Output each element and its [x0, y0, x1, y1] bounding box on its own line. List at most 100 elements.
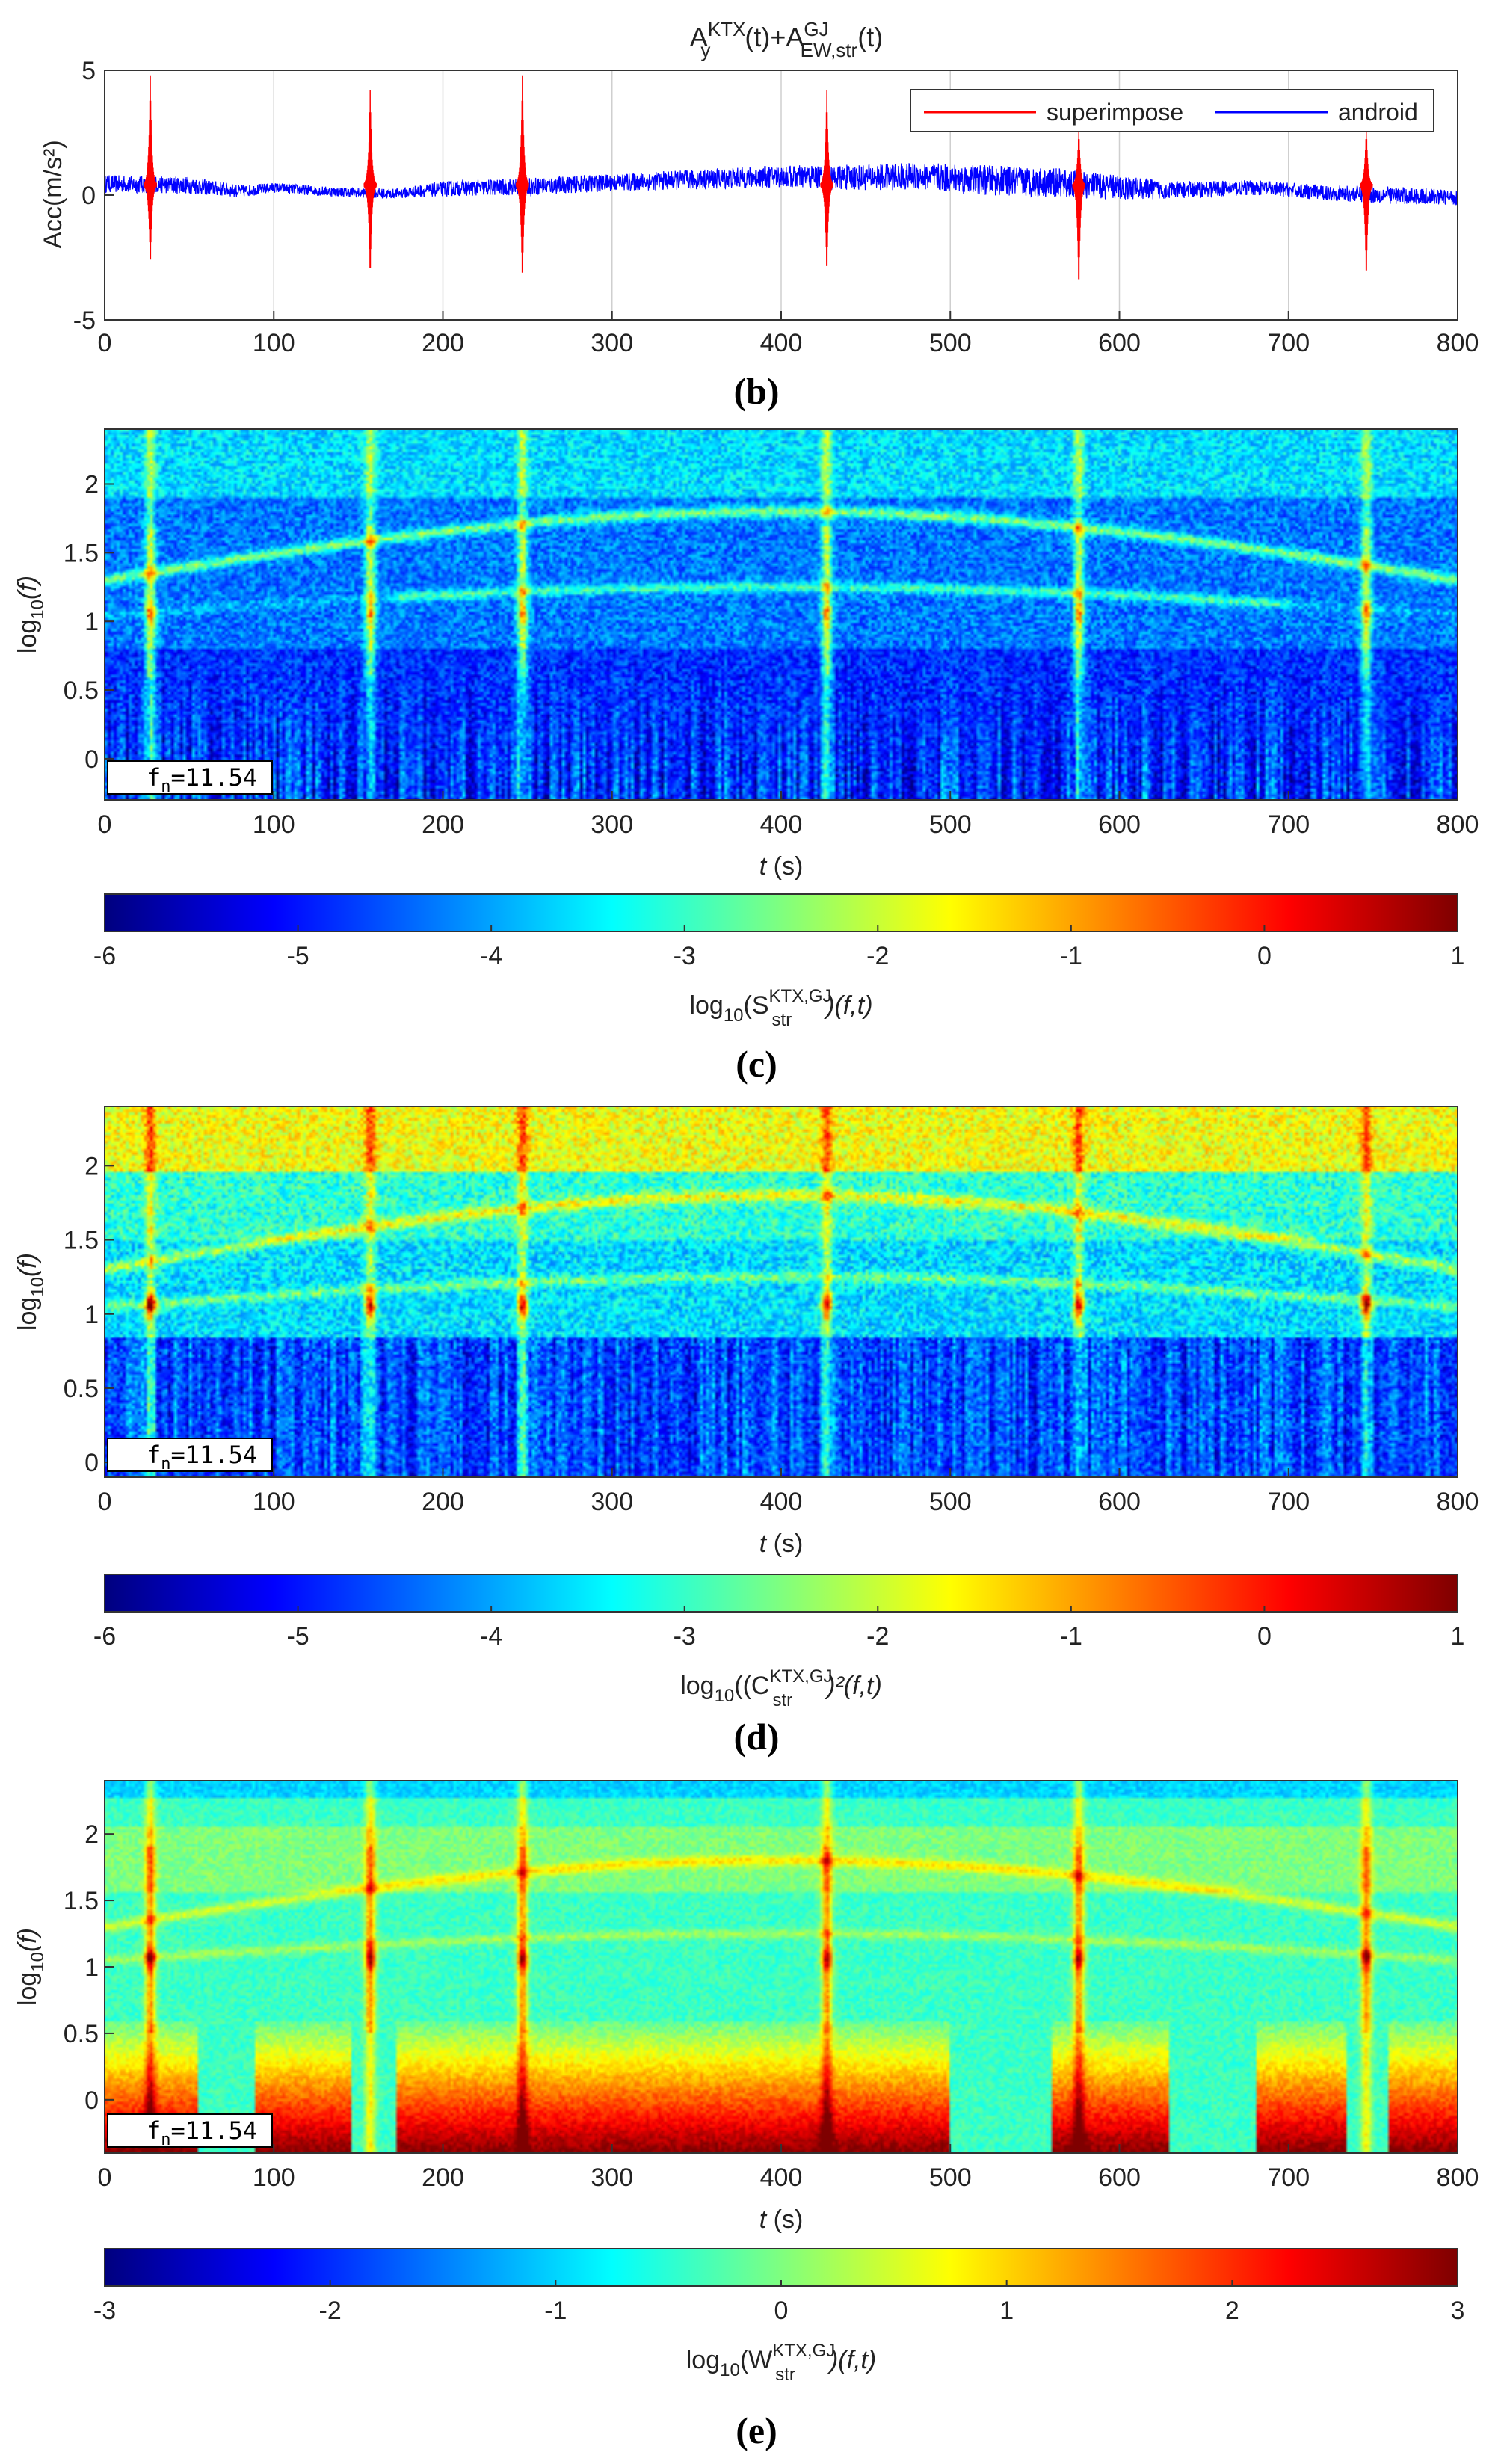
x-tick-label: 500 [929, 810, 972, 839]
colorbar-tick-label: -4 [480, 1622, 502, 1651]
x-tick-label: 100 [253, 2163, 295, 2192]
y-tick-label: 1 [84, 1953, 99, 1982]
x-tick-label: 300 [591, 2163, 633, 2192]
x-tick-label: 500 [929, 2163, 972, 2192]
y-tick-label: 0 [81, 182, 96, 210]
y-tick-label: 5 [81, 57, 96, 85]
y-tick-label: 1 [84, 608, 99, 636]
y-label-sub: 10 [28, 1952, 48, 1972]
x-tick-label: 300 [591, 1488, 633, 1516]
fn-annotation-label: fn=11.54 [147, 763, 257, 796]
x-tick-label: 700 [1267, 329, 1310, 357]
panel-b-acceleration-plot: AKTX y (t)+AGJ EW,str(t) 0 100 200 300 400 500 60… [39, 18, 1479, 412]
x-tick-label: 700 [1267, 1488, 1310, 1516]
x-label-var: t [759, 1530, 768, 1558]
colorbar-tick-label: -2 [866, 1622, 889, 1651]
x-axis-label: t (s) [759, 1530, 804, 1558]
legend-label-superimpose: superimpose [1047, 99, 1183, 126]
colorbar-tick-label: -1 [1060, 1622, 1082, 1651]
y-label-part: log [13, 620, 42, 653]
colorbar-tick-label: -5 [286, 1622, 309, 1651]
x-tick-label: 0 [98, 1488, 112, 1516]
x-label-unit: (s) [766, 2205, 803, 2234]
colorbar-tick-label: 0 [1257, 942, 1272, 970]
x-tick-label: 400 [760, 1488, 803, 1516]
y-tick-label: 0 [84, 2086, 99, 2115]
x-tick-label: 200 [422, 1488, 464, 1516]
y-tick-label: 0.5 [64, 2020, 99, 2048]
colorbar-tick-label: -3 [674, 1622, 696, 1651]
x-tick-label: 600 [1098, 810, 1141, 839]
x-axis-label: t (s) [759, 2205, 804, 2234]
y-tick-label: 1 [84, 1301, 99, 1329]
x-tick-label: 200 [422, 810, 464, 839]
panel-e-ratio-spectrogram: 0 100 200 300 400 500 600 700 80000.511.52log10(… [13, 1780, 1479, 2451]
y-tick-label: 1.5 [64, 1227, 99, 1255]
x-label-unit: (s) [766, 852, 803, 881]
colorbar-tick-label: -3 [674, 942, 696, 970]
panel-b-title: AKTX y (t)+AGJ EW,str(t) [690, 18, 883, 61]
x-label-var: t [759, 2205, 768, 2234]
y-label-sub: 10 [28, 600, 48, 620]
panel-caption: (e) [736, 2409, 777, 2451]
x-label-unit: (s) [766, 1530, 803, 1558]
x-axis-label: t (s) [759, 852, 804, 881]
fn-annotation-label: fn=11.54 [147, 1441, 257, 1473]
colorbar-tick-label: -1 [1060, 942, 1082, 970]
x-tick-label: 800 [1437, 810, 1479, 839]
colorbar-tick-label: 1 [999, 2297, 1014, 2325]
fn-annotation-box [107, 1438, 273, 1472]
x-tick-label: 300 [591, 329, 633, 357]
x-tick-label: 800 [1437, 2163, 1479, 2192]
superimpose-spike [516, 75, 529, 273]
y-tick-label: 1.5 [64, 1887, 99, 1915]
x-tick-label: 200 [422, 2163, 464, 2192]
heatmap-image [105, 1781, 1458, 2153]
colorbar-tick-label: -5 [286, 942, 309, 970]
colorbar-tick-label: -1 [544, 2297, 567, 2325]
x-tick-label: 0 [98, 810, 112, 839]
x-tick-label: 800 [1437, 1488, 1479, 1516]
y-label-part: (f) [13, 1253, 42, 1277]
colorbar-tick-label: -6 [93, 1622, 116, 1651]
colorbar-label: log10((CKTX,GJ str)²(f,t) [680, 1666, 882, 1710]
colorbar-tick-label: 1 [1451, 1622, 1465, 1651]
colorbar-tick-label: -2 [319, 2297, 342, 2325]
heatmap-image [105, 429, 1458, 800]
x-tick-label: 400 [760, 329, 803, 357]
colorbar-tick-label: 2 [1225, 2297, 1239, 2325]
fn-annotation-box [107, 2113, 273, 2148]
colorbar-label: log10(SKTX,GJ str)(f,t) [689, 986, 872, 1030]
superimpose-spike [144, 75, 157, 260]
series-android-line [104, 163, 1458, 206]
x-tick-label: 100 [253, 329, 295, 357]
y-axis-label: log10(f) [13, 1253, 48, 1331]
colorbar-tick-label: -3 [93, 2297, 116, 2325]
legend-label-android: android [1338, 99, 1418, 126]
colorbar [104, 893, 1458, 932]
y-axis-label: log10(f) [13, 1928, 48, 2006]
x-tick-label: 600 [1098, 329, 1141, 357]
x-tick-label: 0 [98, 329, 112, 357]
superimpose-spike [820, 90, 833, 266]
panel-d-coherence-spectrogram: 0 100 200 300 400 500 600 700 80000.511.52log10(… [13, 1106, 1479, 1758]
x-tick-label: 800 [1437, 329, 1479, 357]
colorbar-tick-label: 0 [774, 2297, 789, 2325]
y-tick-label: 0 [84, 1449, 99, 1477]
legend-box [910, 89, 1434, 132]
fn-annotation-label: fn=11.54 [147, 2116, 257, 2149]
y-tick-label: 2 [84, 470, 99, 499]
y-tick-label: 0.5 [64, 677, 99, 705]
y-axis-label: log10(f) [13, 576, 48, 653]
y-label-sub: 10 [28, 1277, 48, 1297]
colorbar-tick-label: -6 [93, 942, 116, 970]
colorbar-label: log10(WKTX,GJ str)(f,t) [686, 2341, 877, 2385]
x-tick-label: 300 [591, 810, 633, 839]
x-tick-label: 100 [253, 1488, 295, 1516]
y-tick-label: 2 [84, 1152, 99, 1180]
colorbar [104, 1574, 1458, 1613]
panel-c-spectrogram: 0 100 200 300 400 500 600 700 80000.511.52log10(… [13, 428, 1479, 1085]
heatmap-image [105, 1106, 1458, 1477]
y-tick-label: 1.5 [64, 539, 99, 567]
